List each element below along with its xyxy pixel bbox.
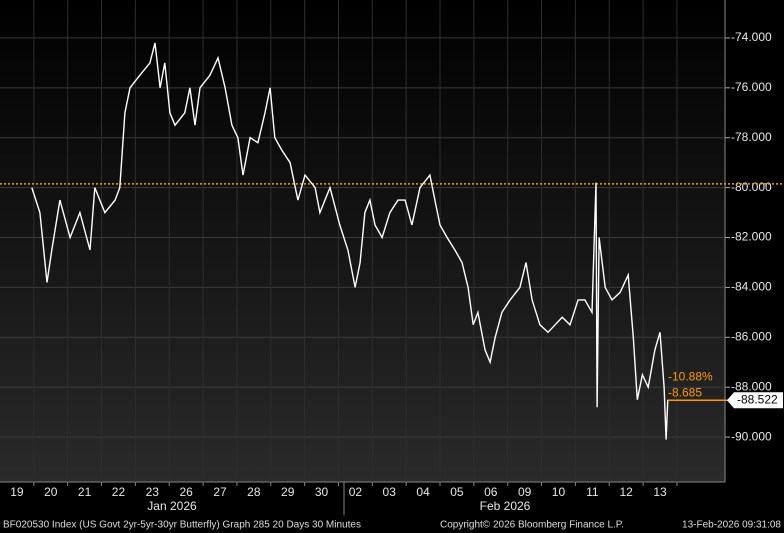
x-tick-label: 23 bbox=[146, 485, 160, 499]
x-tick-label: 30 bbox=[315, 485, 329, 499]
x-tick-label: 05 bbox=[450, 485, 464, 499]
footer-copyright: Copyright© 2026 Bloomberg Finance L.P. bbox=[440, 520, 624, 531]
y-tick-label: -80.000 bbox=[731, 180, 772, 194]
x-tick-label: 11 bbox=[586, 485, 599, 499]
y-tick-label: -78.000 bbox=[731, 130, 772, 144]
x-tick-label: 10 bbox=[552, 485, 566, 499]
footer-timestamp: 13-Feb-2026 09:31:08 bbox=[682, 520, 781, 531]
x-tick-label: 02 bbox=[349, 485, 363, 499]
footer-source: BF020530 Index (US Govt 2yr-5yr-30yr But… bbox=[3, 520, 361, 531]
y-tick-label: -82.000 bbox=[731, 230, 772, 244]
x-tick-label: 20 bbox=[44, 485, 58, 499]
x-tick-label: 29 bbox=[281, 485, 295, 499]
month-label: Jan 2026 bbox=[147, 499, 197, 513]
y-tick-label: -84.000 bbox=[731, 280, 772, 294]
last-value-label: -88.522 bbox=[737, 392, 778, 406]
x-tick-label: 21 bbox=[78, 485, 92, 499]
x-tick-label: 06 bbox=[484, 485, 498, 499]
y-tick-label: -86.000 bbox=[731, 329, 772, 343]
last-value-box bbox=[727, 392, 783, 409]
y-tick-label: -90.000 bbox=[731, 429, 772, 443]
x-tick-label: 03 bbox=[383, 485, 397, 499]
y-tick-label: -74.000 bbox=[731, 30, 772, 44]
x-tick-label: 28 bbox=[247, 485, 261, 499]
month-label: Feb 2026 bbox=[480, 499, 531, 513]
x-tick-label: 12 bbox=[619, 485, 633, 499]
x-tick-label: 27 bbox=[213, 485, 227, 499]
x-tick-label: 13 bbox=[653, 485, 667, 499]
price-line bbox=[31, 42, 669, 440]
y-tick-label: -76.000 bbox=[731, 80, 772, 94]
x-tick-label: 04 bbox=[416, 485, 430, 499]
x-tick-label: 22 bbox=[112, 485, 126, 499]
annotation: -8.685 bbox=[668, 385, 702, 399]
x-tick-label: 19 bbox=[10, 485, 24, 499]
y-tick-label: -88.000 bbox=[731, 379, 772, 393]
annotation: -10.88% bbox=[668, 369, 713, 383]
x-tick-label: 26 bbox=[179, 485, 193, 499]
x-tick-label: 09 bbox=[518, 485, 532, 499]
